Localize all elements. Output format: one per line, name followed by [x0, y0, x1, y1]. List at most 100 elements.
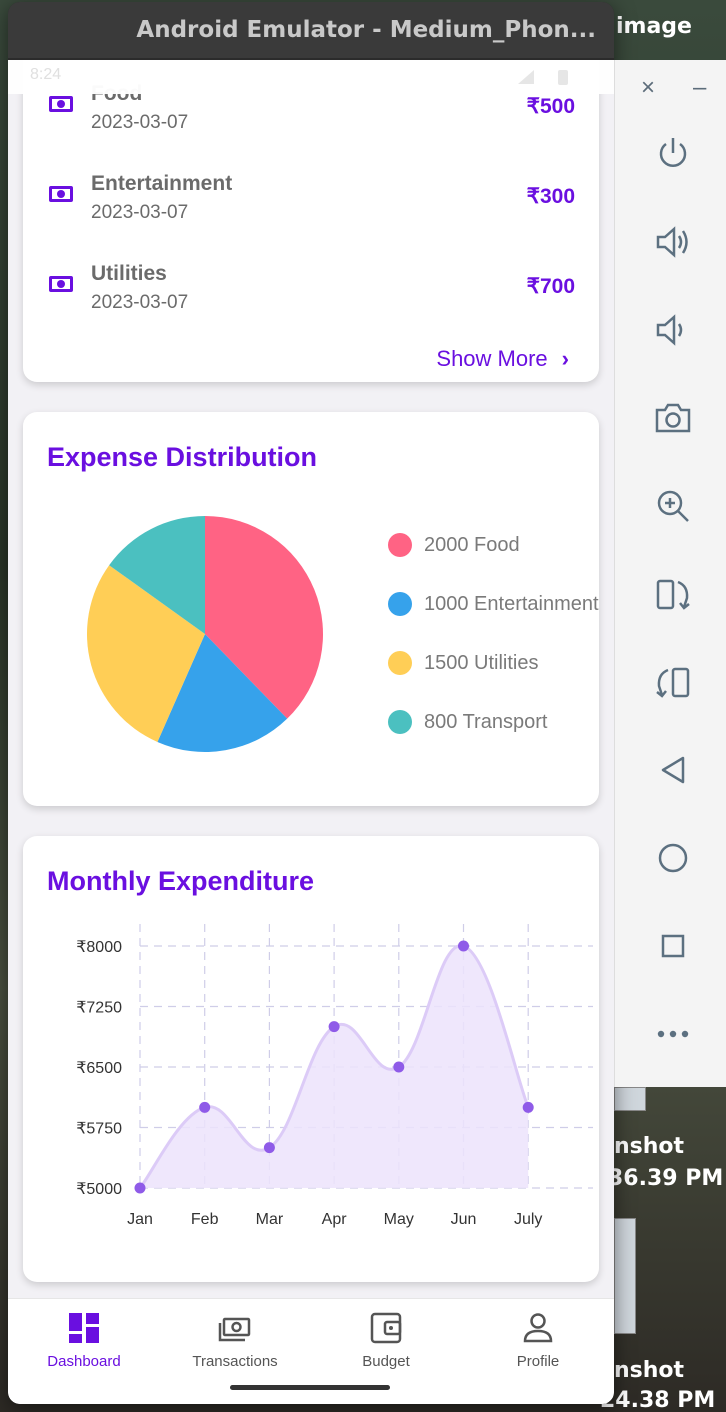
transaction-name: Entertainment: [91, 172, 233, 195]
data-point-mar: [263, 1142, 275, 1154]
transaction-date: 2023-03-07: [91, 292, 189, 313]
desktop-label-screenshot-1: nshot: [614, 1134, 685, 1159]
desktop-label-time-2: 24.38 PM: [600, 1388, 716, 1412]
home-button[interactable]: [651, 836, 695, 880]
window-title: Android Emulator - Medium_Phon...: [136, 17, 596, 43]
legend-dot: [388, 592, 412, 616]
data-point-may: [393, 1061, 405, 1073]
expense-distribution-card: Expense Distribution 2000 Food 1000 Ente…: [23, 412, 599, 806]
transaction-row[interactable]: Utilities 2023-03-07 ₹700: [23, 262, 599, 322]
pie-slice-transport: [109, 516, 205, 634]
power-button[interactable]: [651, 132, 695, 176]
line-chart: ₹5000 ₹5750 ₹6500 ₹7250 ₹8000 Jan Feb Mar Apr May…: [76, 924, 593, 1228]
desktop-label-image: image: [616, 14, 692, 39]
rotate-right-button[interactable]: [651, 572, 695, 616]
x-tick-label: May: [384, 1211, 414, 1228]
money-icon: [49, 276, 73, 292]
nav-label: Budget: [362, 1353, 410, 1370]
camera-icon: [655, 403, 691, 433]
back-button[interactable]: [651, 748, 695, 792]
transaction-date: 2023-03-07: [91, 112, 189, 133]
show-more-label: Show More: [436, 346, 548, 371]
x-tick-label: July: [514, 1211, 542, 1228]
money-icon: [49, 186, 73, 202]
rotate-left-icon: [656, 667, 690, 698]
nav-label: Dashboard: [47, 1353, 121, 1370]
transaction-date: 2023-03-07: [91, 202, 189, 223]
phone-screen: 8:24 Food 2023-03-07 ₹500 Entertainment …: [8, 60, 614, 1404]
show-more-button[interactable]: Show More ›: [436, 346, 569, 372]
volume-down-button[interactable]: [651, 308, 695, 352]
monthly-expenditure-title: Monthly Expenditure: [47, 866, 315, 896]
rotate-right-icon: [656, 579, 690, 610]
x-tick-label: Mar: [256, 1211, 284, 1228]
volume-up-icon: [656, 226, 688, 258]
legend-label: 1000 Entertainment: [424, 592, 599, 615]
y-tick-label: ₹6500: [76, 1060, 122, 1077]
dashboard-icon: [69, 1313, 99, 1343]
x-tick-label: Apr: [322, 1211, 348, 1228]
y-tick-label: ₹8000: [76, 939, 122, 956]
legend-label: 2000 Food: [424, 533, 520, 556]
profile-icon: [523, 1313, 553, 1343]
pie-slice-entertainment: [157, 634, 288, 752]
transaction-amount: ₹500: [526, 95, 575, 118]
legend-item-food[interactable]: 2000 Food: [388, 530, 520, 560]
power-icon: [659, 138, 687, 167]
minimize-icon[interactable]: –: [693, 74, 707, 101]
zoom-button[interactable]: [651, 484, 695, 528]
data-point-feb: [199, 1101, 211, 1113]
close-icon[interactable]: ×: [641, 74, 656, 101]
transaction-row[interactable]: Entertainment 2023-03-07 ₹300: [23, 172, 599, 232]
pie-slice-utilities: [86, 565, 205, 742]
status-bar: 8:24: [8, 60, 614, 94]
home-icon: [658, 843, 688, 873]
transactions-icon: [218, 1317, 251, 1342]
more-button[interactable]: [651, 1012, 695, 1056]
data-point-jun: [458, 940, 469, 952]
home-indicator[interactable]: [230, 1385, 390, 1390]
rotate-left-button[interactable]: [651, 660, 695, 704]
legend-item-transport[interactable]: 800 Transport: [388, 707, 547, 737]
screenshot-button[interactable]: [651, 396, 695, 440]
nav-item-profile[interactable]: Profile: [478, 1311, 598, 1370]
recent-transactions-card: Food 2023-03-07 ₹500 Entertainment 2023-…: [23, 60, 599, 382]
status-time: 8:24: [30, 66, 62, 83]
money-icon: [49, 96, 73, 112]
monthly-expenditure-card: Monthly Expenditure ₹5000 ₹5750 ₹6500 ₹7250…: [23, 836, 599, 1282]
legend-label: 800 Transport: [424, 710, 548, 733]
desktop-label-time-1: 36.39 PM: [608, 1166, 724, 1191]
transaction-amount: ₹300: [526, 185, 575, 208]
budget-icon: [370, 1312, 402, 1344]
data-point-july: [522, 1101, 534, 1113]
nav-item-transactions[interactable]: Transactions: [175, 1311, 295, 1370]
chevron-right-icon: ›: [561, 346, 569, 371]
legend-dot: [388, 533, 412, 557]
desktop-thumbnail[interactable]: [614, 1218, 636, 1334]
nav-item-budget[interactable]: Budget: [326, 1311, 446, 1370]
back-icon: [661, 756, 685, 784]
legend-item-utilities[interactable]: 1500 Utilities: [388, 648, 539, 678]
legend-label: 1500 Utilities: [424, 651, 539, 674]
volume-up-button[interactable]: [651, 220, 695, 264]
area-fill: [140, 945, 529, 1188]
emulator-titlebar[interactable]: Android Emulator - Medium_Phon...: [8, 2, 614, 58]
nav-item-dashboard[interactable]: Dashboard: [24, 1311, 144, 1370]
volume-down-icon: [656, 314, 683, 346]
y-tick-label: ₹5000: [76, 1181, 122, 1198]
y-tick-label: ₹5750: [76, 1121, 122, 1138]
legend-dot: [388, 651, 412, 675]
nav-label: Transactions: [192, 1353, 278, 1370]
desktop-thumbnail[interactable]: [614, 1087, 646, 1111]
legend-item-entertainment[interactable]: 1000 Entertainment: [388, 589, 599, 619]
desktop-label-screenshot-2: nshot: [614, 1358, 685, 1383]
x-tick-label: Jun: [451, 1211, 477, 1228]
expense-distribution-title: Expense Distribution: [47, 442, 318, 472]
zoom-icon: [657, 490, 689, 522]
x-tick-label: Feb: [191, 1211, 219, 1228]
x-tick-label: Jan: [127, 1211, 153, 1228]
nav-label: Profile: [516, 1353, 560, 1370]
signal-battery-icon: [518, 70, 568, 85]
overview-button[interactable]: [651, 924, 695, 968]
emulator-side-panel: × –: [614, 60, 726, 1087]
